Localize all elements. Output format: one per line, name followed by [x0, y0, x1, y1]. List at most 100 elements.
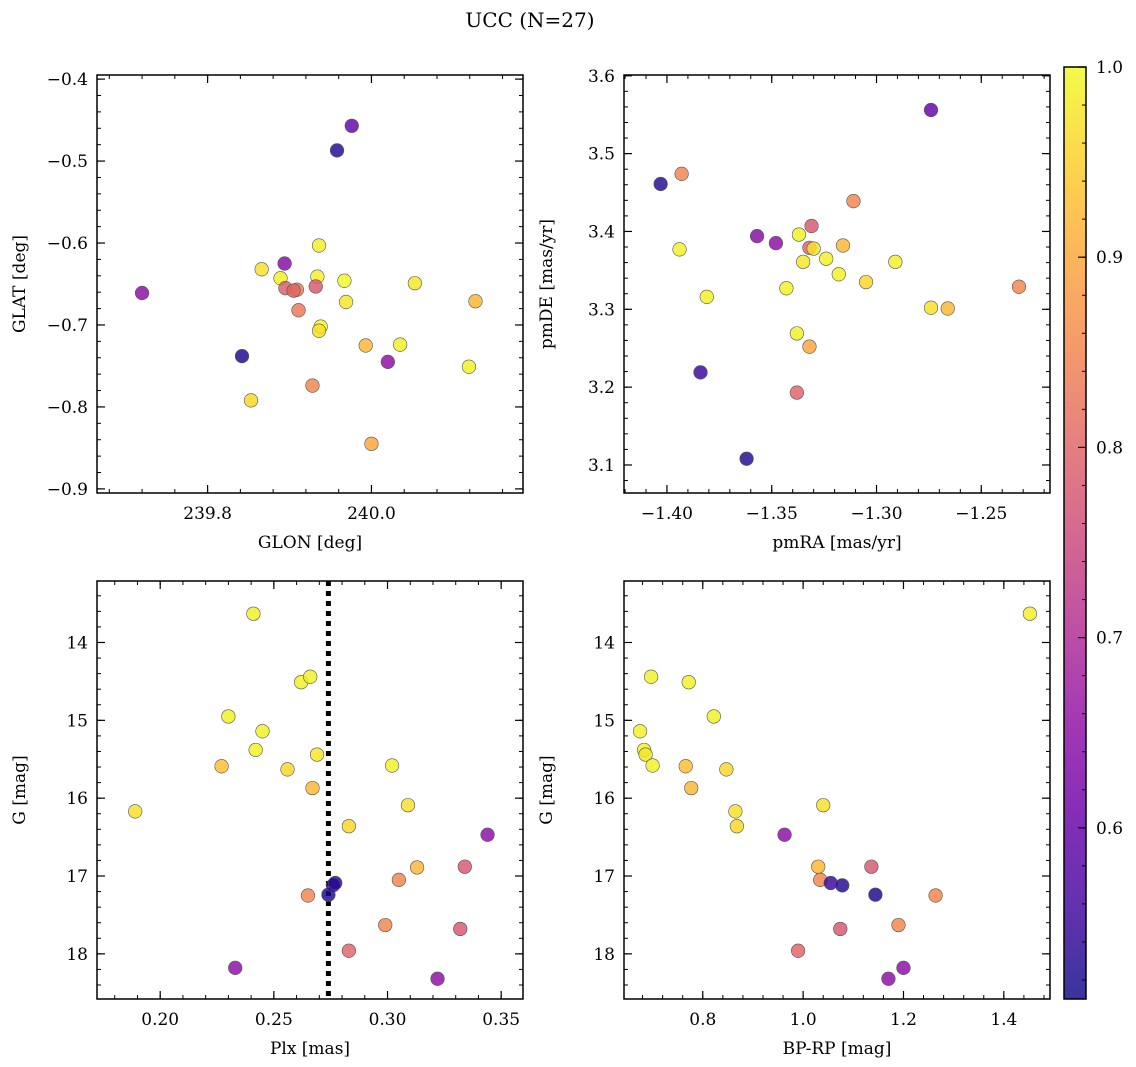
scatter-point	[791, 227, 807, 242]
scatter-point	[341, 819, 356, 834]
scatter-point	[221, 709, 236, 724]
y-tick-label: −0.7	[47, 316, 88, 336]
x-axis-label: pmRA [mas/yr]	[772, 533, 901, 553]
y-tick-label: 3.4	[588, 222, 615, 242]
scatter-point	[309, 747, 325, 762]
scatter-point	[923, 102, 939, 118]
scatter-point	[868, 887, 883, 902]
scatter-point	[393, 337, 408, 352]
panels: 239.8 240.0 −0.9 −0.8 −0.7 −0.6 −0.5 −0.4 GLON […	[10, 67, 1051, 1059]
y-tick-label: 3.5	[588, 145, 615, 165]
scatter-point	[789, 326, 804, 341]
scatter-point	[248, 742, 263, 758]
scatter-point	[337, 273, 352, 288]
colorbar: 0.6 0.7 0.8 0.9 1.0	[1063, 58, 1123, 1000]
x-tick-label: 0.8	[689, 1010, 716, 1030]
x-tick-label: −1.35	[746, 504, 798, 524]
x-tick-label: 0.30	[369, 1010, 407, 1030]
scatter-point	[480, 827, 495, 842]
x-tick-label: 0.20	[141, 1010, 179, 1030]
panel-bottom-left: 0.20 0.25 0.30 0.35 14 15 16 17 18 Plx [mas] G [ma…	[10, 580, 524, 1059]
y-tick-label: 15	[593, 711, 615, 731]
scatter-point	[739, 451, 754, 466]
scatter-point	[228, 960, 243, 975]
y-tick-label: 17	[593, 867, 615, 887]
scatter-point	[789, 385, 804, 400]
scatter-point	[881, 971, 896, 986]
scatter-point	[311, 323, 327, 338]
scatter-point	[457, 859, 472, 874]
scatter-point	[329, 143, 345, 158]
colorbar-tick-label: 0.8	[1096, 438, 1123, 458]
colorbar-tick-label: 0.6	[1096, 819, 1123, 839]
scatter-point	[864, 859, 879, 874]
scatter-point	[923, 300, 939, 315]
y-tick-label: 18	[593, 945, 615, 965]
scatter-point	[819, 251, 834, 266]
scatter-point	[791, 943, 806, 958]
colorbar-tick-label: 0.7	[1096, 629, 1123, 649]
scatter-point	[308, 279, 323, 294]
scatter-point	[858, 274, 874, 290]
y-tick-label: 15	[66, 711, 88, 731]
x-tick-label: 0.25	[255, 1010, 293, 1030]
scatter-point	[896, 960, 911, 975]
axes-frame	[623, 74, 1051, 494]
scatter-point	[693, 365, 708, 380]
scatter-point	[749, 229, 765, 244]
scatter-point	[728, 804, 743, 819]
x-tick-label: 1.4	[990, 1010, 1017, 1030]
scatter-point	[891, 917, 906, 933]
scatter-point	[344, 118, 359, 133]
x-tick-label: −1.25	[955, 504, 1007, 524]
scatter-point	[816, 798, 831, 813]
x-tick-label: 0.35	[482, 1010, 520, 1030]
scatter-point	[681, 675, 696, 690]
x-axis-label: GLON [deg]	[258, 533, 362, 553]
scatter-point	[645, 758, 660, 773]
x-axis-label: BP-RP [mag]	[783, 1039, 892, 1059]
colorbar-gradient	[1064, 67, 1086, 999]
scatter-point	[277, 256, 292, 271]
scatter-point	[214, 759, 229, 774]
axes-frame	[96, 74, 524, 494]
x-tick-label: −1.30	[850, 504, 902, 524]
scatter-point	[407, 276, 422, 291]
y-tick-label: 16	[66, 789, 88, 809]
colorbar-tick-label: 0.9	[1096, 248, 1123, 268]
scatter-point	[831, 267, 846, 282]
scatter-point	[940, 301, 955, 316]
y-axis-label: GLAT [deg]	[10, 235, 30, 333]
scatter-point	[461, 359, 477, 374]
scatter-point	[811, 859, 826, 874]
scatter-point	[653, 176, 668, 192]
scatter-point	[1022, 606, 1038, 621]
scatter-point	[430, 971, 445, 986]
scatter-point	[300, 888, 316, 903]
scatter-point	[409, 860, 425, 875]
scatter-point	[364, 436, 379, 451]
y-tick-label: −0.6	[47, 234, 88, 254]
x-tick-label: 239.8	[183, 504, 232, 524]
y-tick-label: 17	[66, 867, 88, 887]
scatter-point	[699, 289, 714, 304]
colorbar-frame	[1063, 66, 1087, 1000]
scatter-point	[358, 338, 373, 353]
scatter-point	[311, 238, 327, 253]
scatter-point	[1011, 279, 1027, 294]
scatter-point	[768, 236, 784, 251]
y-tick-label: 14	[66, 633, 88, 653]
y-tick-label: −0.9	[47, 480, 88, 500]
scatter-point	[804, 218, 819, 234]
scatter-point	[400, 798, 416, 813]
scatter-point	[291, 303, 306, 318]
scatter-point	[684, 780, 699, 796]
scatter-point	[384, 758, 400, 773]
suptitle: UCC (N=27)	[465, 8, 594, 32]
scatter-point	[802, 339, 817, 354]
scatter-point	[643, 669, 659, 684]
x-tick-label: 1.2	[890, 1010, 917, 1030]
scatter-point	[833, 921, 848, 937]
scatter-point	[391, 872, 406, 888]
scatter-point	[305, 378, 320, 393]
